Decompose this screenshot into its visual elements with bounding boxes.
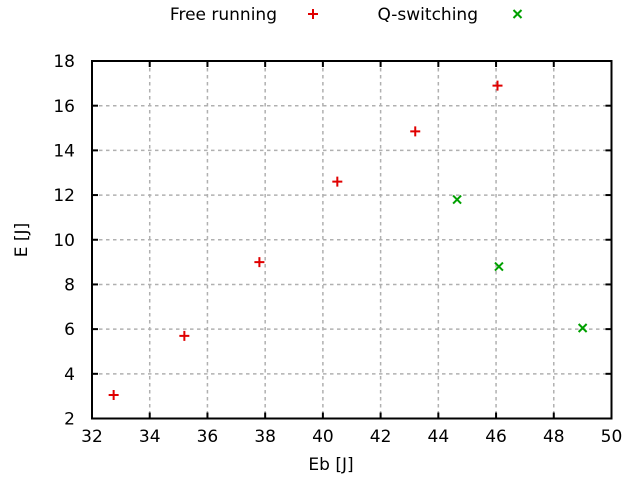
data-point-plus [492,80,503,91]
cross-marker-glyph [512,9,523,19]
y-tick-label: 14 [53,141,75,161]
y-tick-label: 4 [64,365,75,385]
data-point-plus [108,390,119,401]
x-tick-label: 38 [254,427,276,447]
y-tick-label: 16 [53,97,75,117]
data-point-plus [179,330,190,341]
data-point-plus [410,126,421,137]
legend: Free running Q-switching [170,5,523,25]
x-tick-label: 48 [543,427,565,447]
x-tick-label: 44 [428,427,450,447]
data-point-cross [494,261,504,272]
x-tick-label: 40 [312,427,334,447]
data-point-cross [452,194,462,205]
legend-label-free-running: Free running [170,5,277,25]
cross-marker-icon [512,9,523,19]
y-tick-label: 10 [53,231,75,251]
legend-label-q-switching: Q-switching [377,5,478,25]
x-tick-label: 46 [485,427,507,447]
x-tick-label: 32 [81,427,103,447]
y-tick-label: 6 [64,320,75,340]
y-axis-label: E [J] [12,223,32,257]
x-tick-label: 42 [370,427,392,447]
x-tick-label: 50 [601,427,623,447]
data-point-plus [254,257,265,268]
y-tick-label: 12 [53,186,75,206]
x-tick-label: 36 [197,427,219,447]
y-tick-label: 8 [64,276,75,296]
points-layer [108,80,588,401]
plus-marker-icon [308,9,318,19]
grid-layer [92,61,612,419]
x-tick-label: 34 [139,427,161,447]
data-point-plus [332,176,343,187]
y-tick-label: 2 [64,410,75,430]
data-point-cross [577,323,588,333]
x-axis-label: Eb [J] [308,455,353,475]
plus-marker-glyph [308,9,318,19]
plot-border [91,60,613,420]
y-tick-label: 18 [53,52,75,72]
